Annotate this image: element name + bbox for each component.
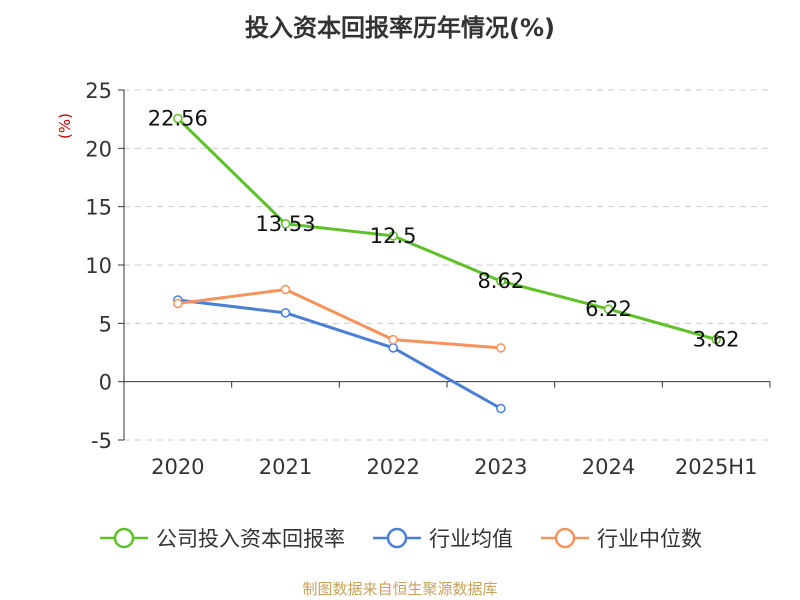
legend-line-marker-icon	[373, 527, 421, 549]
y-tick-label: 25	[85, 79, 112, 103]
x-tick-label: 2024	[582, 455, 635, 479]
plot-area: -5 0 5 10 15 20 25 2020 2021 2022 2023 2024 2025H1 (%…	[56, 79, 771, 479]
x-tick-label: 2023	[474, 455, 527, 479]
legend-label: 行业中位数	[597, 527, 702, 551]
data-label: 13.53	[255, 212, 315, 236]
data-point	[280, 219, 291, 229]
x-tick-label: 2020	[151, 455, 204, 479]
data-point	[603, 304, 614, 314]
data-label: 6.22	[585, 297, 632, 321]
data-point	[388, 334, 398, 345]
data-point	[496, 276, 506, 286]
data-label: 22.56	[148, 106, 208, 130]
data-label: 12.5	[370, 224, 417, 248]
y-tick-label: 15	[85, 196, 112, 220]
data-point	[496, 403, 506, 414]
legend-label: 行业均值	[429, 527, 513, 551]
y-tick-label: 20	[85, 137, 112, 161]
y-axis-label: (%)	[56, 113, 74, 139]
legend-line-marker-icon	[541, 527, 589, 549]
chart-title: 投入资本回报率历年情况(%)	[245, 14, 555, 42]
data-point	[173, 113, 183, 124]
data-point	[388, 343, 398, 353]
legend: 公司投入资本回报率 行业均值 行业中位数	[0, 520, 800, 556]
legend-label: 公司投入资本回报率	[156, 527, 345, 551]
x-tick-label: 2025H1	[675, 455, 758, 479]
legend-item[interactable]: 公司投入资本回报率	[98, 523, 345, 553]
data-label: 3.62	[693, 327, 740, 351]
data-label: 8.62	[477, 269, 524, 293]
data-point	[496, 343, 506, 353]
data-point	[173, 298, 183, 309]
series-line-2	[177, 288, 501, 350]
data-point	[711, 334, 721, 345]
x-tick-label: 2021	[259, 455, 312, 479]
legend-line-marker-icon	[100, 527, 148, 549]
data-point	[388, 231, 398, 241]
y-tick-label: 10	[85, 254, 112, 278]
series-line-0	[176, 117, 717, 341]
source-footer: 制图数据来自恒生聚源数据库	[302, 580, 498, 598]
series-line-1	[177, 298, 502, 410]
y-tick-label: 5	[99, 312, 112, 336]
x-tick-label: 2022	[366, 455, 419, 479]
data-point	[280, 308, 291, 318]
y-tick-label: -5	[91, 429, 112, 453]
data-point	[280, 284, 291, 295]
y-tick-label: 0	[99, 371, 112, 395]
legend-item[interactable]: 行业中位数	[539, 523, 702, 553]
legend-item[interactable]: 行业均值	[371, 523, 513, 553]
